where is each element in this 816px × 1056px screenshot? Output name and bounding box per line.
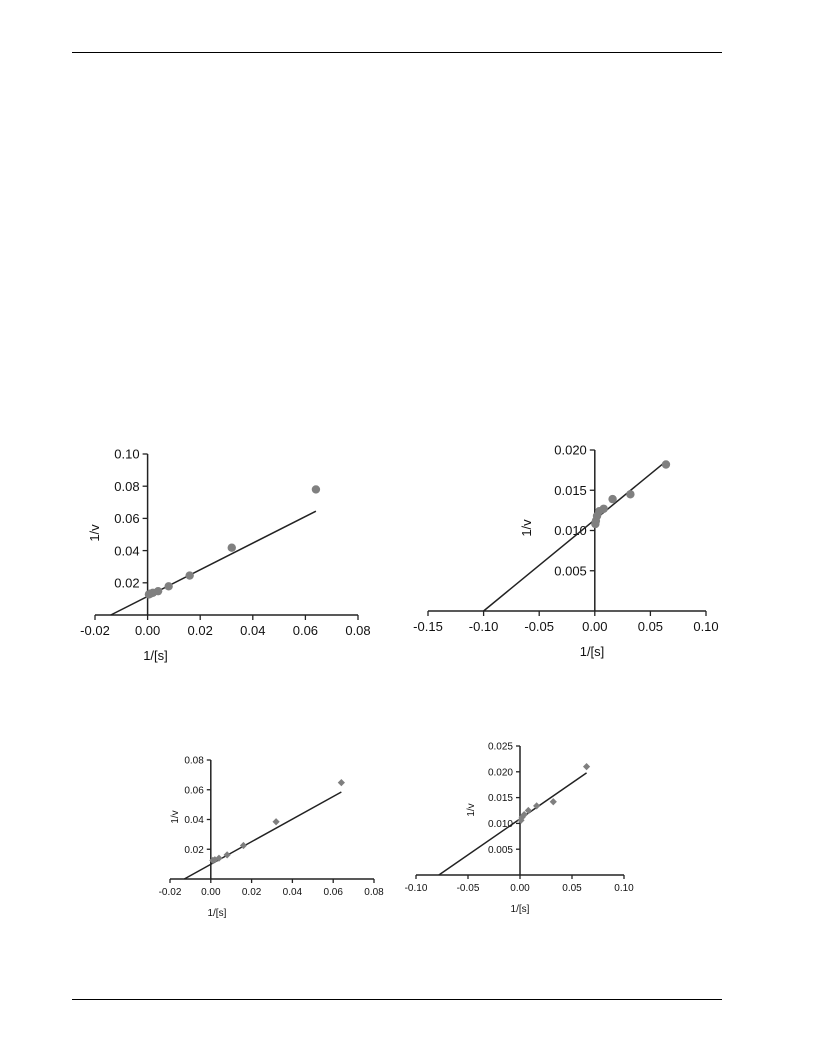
data-point <box>626 490 635 499</box>
x-tick-label: 0.05 <box>562 883 582 894</box>
y-axis-label: 1/v <box>170 810 181 823</box>
data-point <box>239 841 248 850</box>
data-point <box>518 813 526 821</box>
x-tick-label: 0.08 <box>345 623 370 638</box>
y-tick-label: 0.015 <box>488 793 513 804</box>
x-axis-label: 1/[s] <box>207 908 226 919</box>
y-tick-label: 0.08 <box>114 479 139 494</box>
data-point <box>185 571 194 580</box>
x-tick-label: 0.02 <box>242 887 262 898</box>
x-tick-label: -0.10 <box>469 619 499 634</box>
x-tick-label: 0.02 <box>188 623 213 638</box>
x-tick-label: 0.08 <box>364 887 384 898</box>
x-tick-label: 0.00 <box>582 619 607 634</box>
x-tick-label: -0.15 <box>413 619 443 634</box>
data-point <box>549 798 557 806</box>
x-tick-label: 0.06 <box>293 623 318 638</box>
regression-line <box>483 460 667 612</box>
x-tick-label: -0.10 <box>405 883 428 894</box>
y-tick-label: 0.025 <box>488 742 513 753</box>
data-point <box>608 494 617 504</box>
data-point <box>223 851 231 859</box>
y-tick-label: 0.010 <box>488 819 513 830</box>
data-point <box>517 816 525 824</box>
regression-line <box>438 772 587 876</box>
x-axis-label: 1/[s] <box>511 904 530 915</box>
x-axis-label: 1/[s] <box>143 648 168 663</box>
x-tick-label: 0.00 <box>201 887 221 898</box>
x-tick-label: -0.05 <box>457 883 480 894</box>
x-tick-label: -0.02 <box>159 887 182 898</box>
data-point <box>311 485 321 494</box>
data-point <box>599 504 608 513</box>
y-axis-label: 1/v <box>519 519 534 537</box>
y-tick-label: 0.02 <box>184 845 204 856</box>
y-tick-label: 0.04 <box>184 815 204 826</box>
data-point <box>524 806 532 815</box>
regression-line <box>110 510 317 616</box>
y-tick-label: 0.02 <box>114 575 139 590</box>
data-point <box>227 543 236 552</box>
x-tick-label: -0.02 <box>80 623 110 638</box>
y-tick-label: 0.06 <box>114 511 139 526</box>
x-tick-label: 0.05 <box>638 619 663 634</box>
y-tick-label: 0.010 <box>554 523 587 538</box>
y-tick-label: 0.06 <box>184 785 204 796</box>
data-point <box>520 811 528 819</box>
data-point <box>337 779 345 787</box>
x-tick-label: 0.04 <box>240 623 265 638</box>
data-point <box>661 460 671 469</box>
data-point <box>533 802 541 810</box>
data-point <box>153 586 163 596</box>
regression-line <box>183 791 342 880</box>
footer-rule <box>72 999 722 1000</box>
x-tick-label: 0.04 <box>283 887 303 898</box>
data-point <box>272 818 280 826</box>
x-tick-label: -0.05 <box>524 619 554 634</box>
x-tick-label: 0.06 <box>323 887 343 898</box>
y-tick-label: 0.04 <box>114 543 139 558</box>
y-tick-label: 0.08 <box>184 756 204 767</box>
y-tick-label: 0.020 <box>488 767 513 778</box>
y-tick-label: 0.020 <box>554 443 587 458</box>
x-tick-label: 0.00 <box>510 883 530 894</box>
header-rule <box>72 52 722 53</box>
data-point <box>582 763 591 771</box>
y-tick-label: 0.10 <box>114 447 139 462</box>
y-tick-label: 0.005 <box>554 563 587 578</box>
x-tick-label: 0.00 <box>135 623 160 638</box>
y-axis-label: 1/v <box>87 524 102 542</box>
y-tick-label: 0.005 <box>488 845 513 856</box>
y-tick-label: 0.015 <box>554 483 587 498</box>
y-axis-label: 1/v <box>466 803 477 816</box>
x-tick-label: 0.10 <box>614 883 634 894</box>
data-point <box>215 854 223 862</box>
data-point <box>164 582 173 591</box>
x-axis-label: 1/[s] <box>580 644 605 659</box>
x-tick-label: 0.10 <box>693 619 718 634</box>
